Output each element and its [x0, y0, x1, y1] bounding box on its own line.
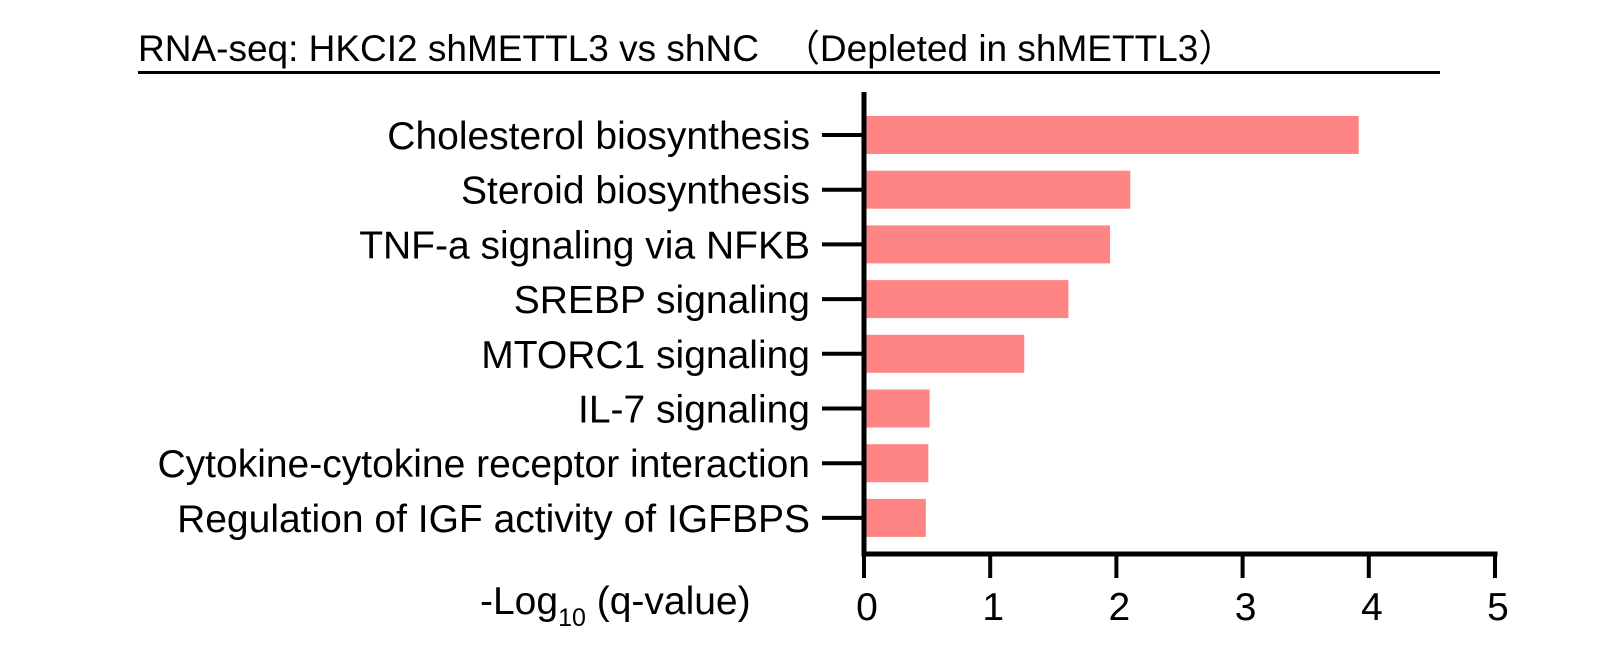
category-labels: Cholesterol biosynthesis Steroid biosynth… [158, 115, 810, 541]
bar-5 [864, 389, 930, 428]
bar-1 [864, 170, 1131, 209]
category-label-5: IL-7 signaling [578, 389, 810, 432]
category-label-7: Regulation of IGF activity of IGFBPS [177, 498, 810, 541]
x-tick-label-4: 4 [1361, 586, 1383, 629]
chart-title: RNA-seq: HKCI2 shMETTL3 vs shNC （Depleted… [138, 30, 1440, 74]
category-label-2: TNF-a signaling via NFKB [359, 224, 810, 267]
category-label-4: MTORC1 signaling [481, 334, 810, 377]
bar-6 [864, 444, 929, 483]
chart-title-paren: （Depleted in shMETTL3） [782, 28, 1236, 69]
category-label-6: Cytokine-cytokine receptor interaction [158, 443, 810, 486]
bar-2 [864, 225, 1111, 264]
category-label-0: Cholesterol biosynthesis [387, 115, 810, 158]
x-axis-title-subscript: 10 [558, 604, 586, 632]
x-tick-label-1: 1 [982, 586, 1004, 629]
chart-title-main: RNA-seq: HKCI2 shMETTL3 vs shNC [138, 28, 759, 69]
x-axis-title: -Log10 (q-value) [480, 580, 751, 632]
category-label-1: Steroid biosynthesis [461, 170, 810, 213]
bar-4 [864, 334, 1025, 373]
x-tick-label-5: 5 [1487, 586, 1509, 629]
bar-0 [864, 116, 1359, 154]
category-label-3: SREBP signaling [514, 279, 810, 322]
x-axis: 0 1 2 3 4 5 [856, 551, 1509, 629]
x-axis-title-rest: (q-value) [586, 580, 751, 623]
bars-group [864, 116, 1359, 537]
y-axis [822, 92, 867, 556]
x-tick-label-2: 2 [1109, 586, 1131, 629]
x-axis-title-main: -Log [480, 580, 558, 623]
bar-3 [864, 280, 1069, 319]
x-tick-label-0: 0 [856, 586, 878, 629]
x-tick-label-3: 3 [1235, 586, 1257, 629]
bar-7 [864, 498, 926, 537]
